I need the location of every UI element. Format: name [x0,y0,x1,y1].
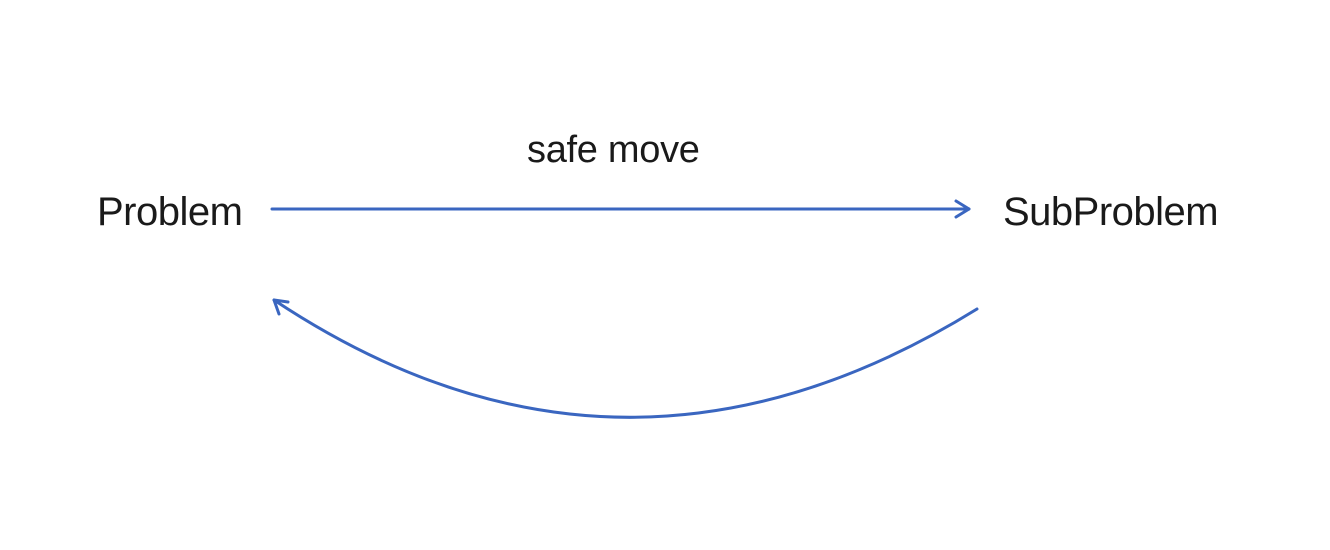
edge-problem-to-subproblem [270,199,971,219]
node-problem-label: Problem [97,190,243,234]
edge-subproblem-to-problem [272,298,979,419]
node-subproblem-label: SubProblem [1003,190,1219,234]
forward-arrowhead [954,199,971,219]
return-arrow-curve [272,298,979,419]
return-arrowhead [272,298,290,316]
edge-label-safe-move: safe move [527,129,700,171]
